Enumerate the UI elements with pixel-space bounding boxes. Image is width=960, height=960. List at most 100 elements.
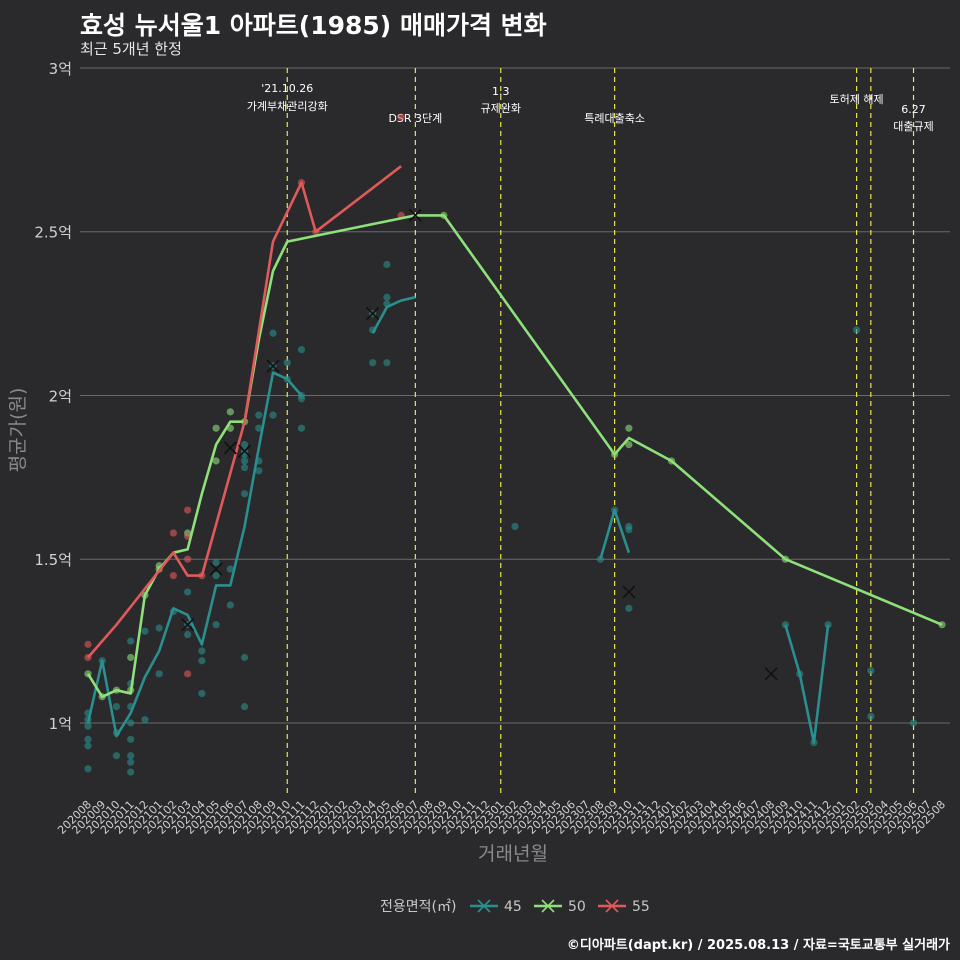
legend-item-50: 50 bbox=[534, 899, 586, 915]
series-line-55 bbox=[87, 165, 402, 659]
event-policy-label: 가계부채관리강화 bbox=[247, 100, 328, 113]
data-point-45 bbox=[867, 712, 875, 721]
data-point-45 bbox=[198, 647, 206, 655]
data-point-45 bbox=[84, 722, 92, 730]
data-point-45 bbox=[255, 467, 263, 475]
avg-marker-stroke bbox=[266, 359, 280, 373]
legend-item-45: 45 bbox=[470, 899, 522, 915]
data-point-45 bbox=[198, 689, 206, 698]
data-point-45 bbox=[269, 411, 277, 419]
event-date-label: 1.3 bbox=[492, 85, 510, 98]
data-point-55 bbox=[84, 640, 92, 648]
y-tick-label: 2.5억 bbox=[34, 224, 72, 242]
data-point-45 bbox=[867, 666, 875, 675]
avg-marker-50 bbox=[408, 208, 422, 222]
data-point-55 bbox=[184, 555, 192, 563]
data-point-45 bbox=[297, 346, 306, 354]
data-point-45 bbox=[155, 624, 163, 632]
data-point-45 bbox=[127, 758, 135, 766]
data-point-45 bbox=[625, 604, 633, 612]
data-point-45 bbox=[297, 424, 306, 432]
legend-swatch-cross bbox=[541, 899, 555, 913]
event-date-label: '21.10.26 bbox=[261, 82, 313, 95]
data-point-45 bbox=[127, 768, 135, 776]
data-point-45 bbox=[240, 490, 249, 498]
grid-lines bbox=[80, 67, 950, 724]
legend: 전용면적(㎡) 45 50 55 bbox=[380, 899, 650, 915]
avg-marker-45 bbox=[238, 444, 252, 458]
data-point-50 bbox=[625, 440, 633, 449]
avg-marker-45 bbox=[764, 667, 778, 681]
x-axis-title: 거래년월 bbox=[478, 843, 548, 865]
y-tick-label: 1.5억 bbox=[34, 551, 72, 569]
data-point-45 bbox=[909, 719, 918, 727]
data-point-45 bbox=[240, 440, 249, 449]
data-point-45 bbox=[240, 457, 249, 465]
series-line-45 bbox=[371, 295, 416, 334]
data-point-45 bbox=[112, 752, 121, 760]
data-point-45 bbox=[369, 359, 377, 367]
avg-marker-45 bbox=[209, 562, 223, 576]
data-point-45 bbox=[141, 627, 149, 635]
avg-marker-stroke bbox=[223, 441, 237, 455]
data-point-45 bbox=[511, 522, 519, 531]
avg-marker-stroke bbox=[408, 208, 422, 222]
data-point-45 bbox=[226, 601, 234, 609]
data-point-45 bbox=[240, 653, 249, 662]
data-point-45 bbox=[184, 630, 192, 639]
data-point-50 bbox=[625, 424, 633, 432]
data-point-45 bbox=[127, 719, 135, 727]
avg-marker-stroke bbox=[764, 667, 778, 681]
chart-title: 효성 뉴서울1 아파트(1985) 매매가격 변화 bbox=[80, 11, 547, 40]
data-point-45 bbox=[84, 765, 92, 773]
data-point-45 bbox=[383, 293, 391, 301]
legend-swatch-cross bbox=[605, 899, 619, 913]
legend-item-55: 55 bbox=[598, 899, 650, 915]
data-point-45 bbox=[853, 326, 861, 334]
legend-label: 55 bbox=[632, 899, 650, 915]
avg-marker-45 bbox=[366, 307, 380, 321]
data-point-45 bbox=[84, 742, 92, 750]
legend-swatch-cross bbox=[477, 899, 491, 913]
data-point-45 bbox=[240, 463, 249, 472]
series-line-45 bbox=[784, 624, 830, 744]
legend-label: 45 bbox=[504, 899, 522, 915]
data-point-50 bbox=[212, 424, 220, 432]
data-point-45 bbox=[198, 657, 206, 665]
legend-label: 50 bbox=[568, 899, 586, 915]
series-line-45 bbox=[599, 508, 631, 560]
data-point-45 bbox=[383, 260, 391, 269]
data-point-45 bbox=[155, 670, 163, 678]
y-tick-label: 1억 bbox=[49, 715, 72, 733]
chart-subtitle: 최근 5개년 한정 bbox=[80, 40, 182, 58]
avg-marker-stroke bbox=[209, 562, 223, 576]
data-point-55 bbox=[397, 113, 405, 121]
data-point-45 bbox=[226, 565, 234, 573]
data-point-50 bbox=[226, 408, 234, 416]
data-point-45 bbox=[212, 621, 220, 629]
data-point-45 bbox=[212, 558, 220, 567]
data-point-45 bbox=[127, 637, 135, 645]
data-point-50 bbox=[127, 653, 135, 662]
data-point-45 bbox=[112, 702, 121, 711]
event-policy-label: 특례대출축소 bbox=[584, 112, 645, 125]
data-point-45 bbox=[141, 716, 149, 724]
avg-marker-stroke bbox=[238, 444, 252, 458]
series-line-50 bbox=[86, 214, 943, 699]
data-point-45 bbox=[255, 424, 263, 432]
data-point-45 bbox=[127, 752, 135, 760]
avg-marker-45 bbox=[266, 359, 280, 373]
x-axis: 2020082020092020102020112020122021012021… bbox=[55, 798, 948, 837]
y-axis-title: 평균가(원) bbox=[7, 388, 29, 473]
avg-marker-45 bbox=[622, 585, 636, 599]
data-point-45 bbox=[127, 735, 135, 743]
data-point-50 bbox=[212, 457, 220, 465]
y-axis: 1억 1.5억 2억 2.5억 3억 bbox=[34, 60, 72, 733]
event-policy-label: 대출규제 bbox=[893, 120, 933, 133]
data-point-45 bbox=[255, 411, 263, 419]
y-tick-label: 3억 bbox=[49, 60, 72, 78]
avg-marker-45 bbox=[181, 618, 195, 632]
